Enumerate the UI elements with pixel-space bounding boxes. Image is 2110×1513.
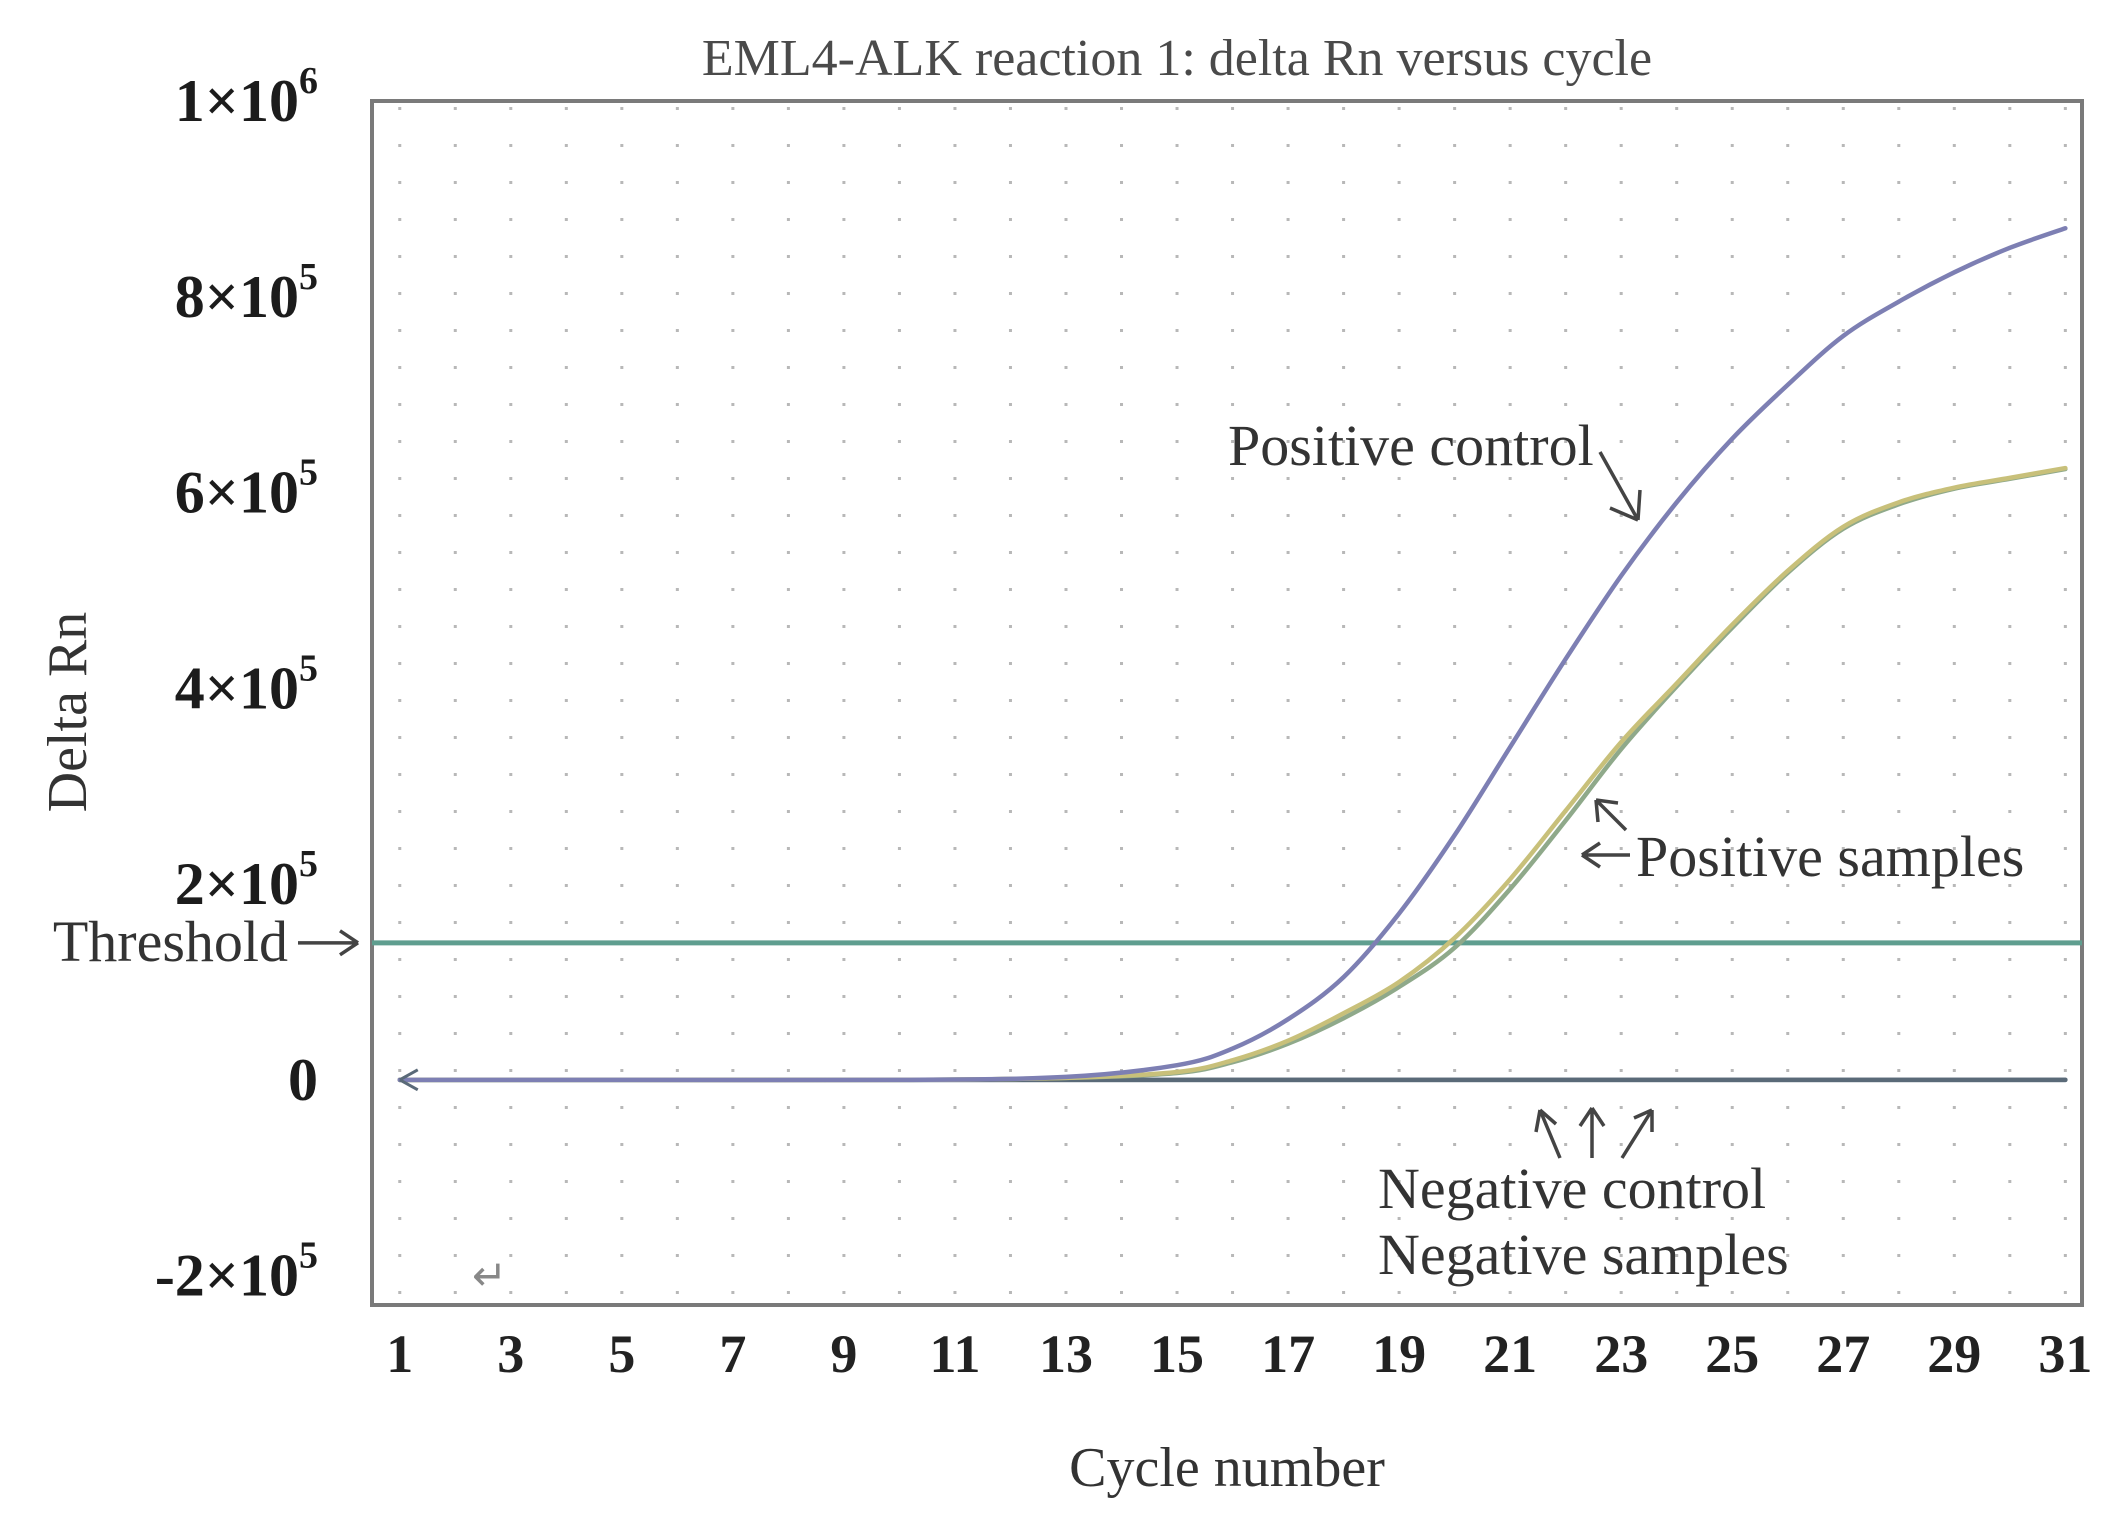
annotation-positive-samples: Positive samples [1636, 824, 2024, 889]
y-tick-label: 1×106 [175, 60, 318, 134]
negative-arrow-1 [1534, 1108, 1562, 1159]
x-tick-label: 3 [497, 1324, 524, 1384]
y-tick-label: 0 [288, 1047, 318, 1113]
plot-frame [370, 99, 2084, 1307]
x-tick-label: 17 [1261, 1324, 1315, 1384]
x-axis-label: Cycle number [1069, 1437, 1385, 1499]
threshold: Threshold [53, 909, 2082, 974]
x-tick-label: 29 [1927, 1324, 1981, 1384]
data-series [397, 226, 2068, 1092]
return-glyph: ↵ [472, 1251, 507, 1300]
x-tick-label: 1 [386, 1324, 413, 1384]
y-tick-label: 6×105 [175, 452, 318, 526]
y-tick-exponent: 6 [299, 60, 318, 102]
x-tick-label: 25 [1705, 1324, 1759, 1384]
positive-control-arrow [1598, 451, 1642, 522]
positive-samples-arrow-upper [1594, 798, 1628, 832]
y-tick-exponent: 5 [299, 452, 318, 494]
x-tick-label: 5 [608, 1324, 635, 1384]
x-tick-label: 23 [1594, 1324, 1648, 1384]
y-tick-label: 4×105 [175, 647, 318, 721]
positive-samples-arrow [1581, 841, 1630, 869]
negative-arrow-3 [1620, 1108, 1654, 1159]
x-tick-label: 27 [1816, 1324, 1870, 1384]
x-tick-label: 19 [1372, 1324, 1426, 1384]
y-tick-exponent: 5 [299, 843, 318, 885]
x-tick-label: 9 [830, 1324, 857, 1384]
x-tick-label: 13 [1039, 1324, 1093, 1384]
y-tick-label: 2×105 [175, 843, 318, 917]
y-tick-exponent: 5 [299, 256, 318, 298]
y-axis-ticks: 1×106 8×105 6×105 4×105 2×105 0 -2×105 [155, 60, 318, 1309]
y-tick-label: -2×105 [155, 1235, 318, 1309]
annotations: Positive control Positive samples Negati… [472, 413, 2024, 1300]
y-tick-exponent: 5 [299, 1235, 318, 1277]
y-tick-label: 8×105 [175, 256, 318, 330]
threshold-arrow [298, 929, 359, 957]
x-axis-ticks: 1 3 5 7 9 11 13 15 17 19 21 23 25 27 29 31 [386, 1324, 2092, 1384]
x-tick-label: 31 [2038, 1324, 2092, 1384]
x-tick-label: 7 [719, 1324, 746, 1384]
threshold-label: Threshold [53, 909, 288, 974]
annotation-negative-control: Negative control [1378, 1156, 1766, 1221]
baseline-start-marker [399, 1068, 419, 1092]
annotation-negative-samples: Negative samples [1378, 1222, 1789, 1287]
x-tick-label: 15 [1150, 1324, 1204, 1384]
annotation-positive-control: Positive control [1228, 413, 1594, 478]
negative-arrow-2 [1578, 1107, 1606, 1158]
y-axis-label: Delta Rn [37, 612, 99, 813]
series-line-positive-control [397, 226, 2068, 1083]
plot-grid [398, 107, 2067, 1299]
x-tick-label: 11 [929, 1324, 980, 1384]
y-tick-exponent: 5 [299, 647, 318, 689]
chart-title: EML4-ALK reaction 1: delta Rn versus cyc… [702, 30, 1652, 87]
x-tick-label: 21 [1483, 1324, 1537, 1384]
